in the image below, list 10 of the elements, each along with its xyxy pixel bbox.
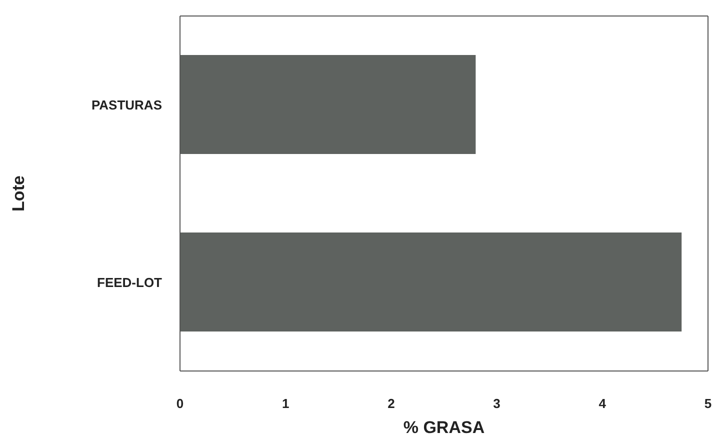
x-tick-label: 5	[704, 396, 712, 412]
x-tick-label: 1	[282, 396, 290, 412]
y-tick-label: FEED-LOT	[97, 274, 162, 290]
x-tick-label: 3	[493, 396, 500, 412]
y-axis-title: Lote	[9, 176, 28, 212]
x-tick-label: 2	[388, 396, 395, 412]
x-axis-title: % GRASA	[403, 418, 485, 437]
x-tick-label: 4	[598, 396, 607, 412]
x-tick-label: 0	[176, 396, 184, 412]
y-tick-label: PASTURAS	[91, 97, 162, 112]
